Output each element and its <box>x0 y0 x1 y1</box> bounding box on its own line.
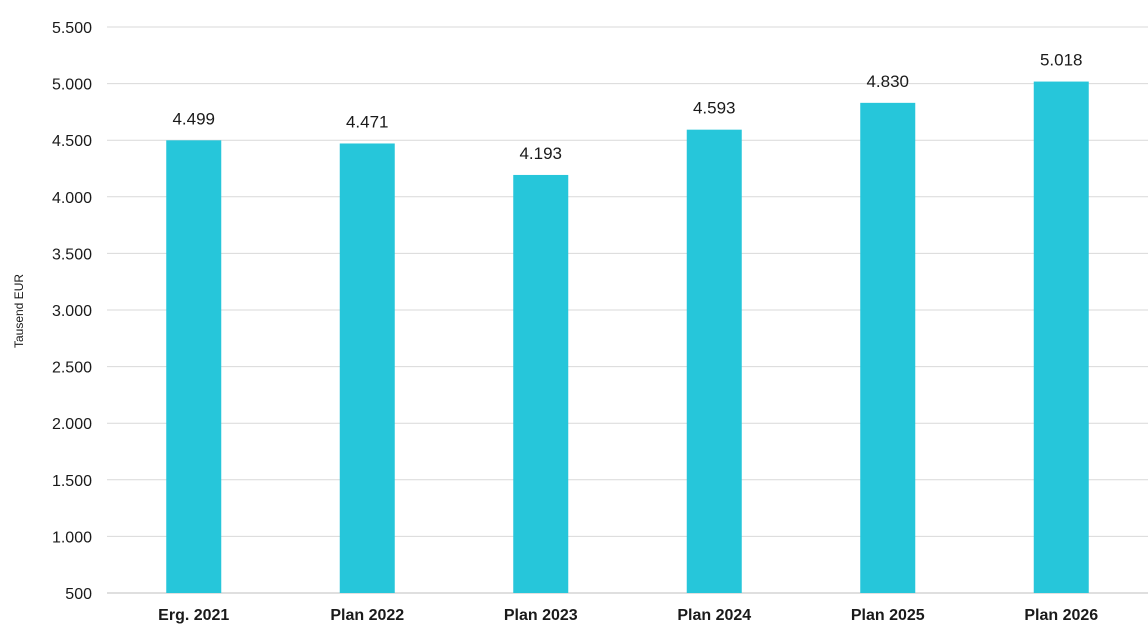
y-tick-label: 3.500 <box>52 246 92 263</box>
y-tick-label: 4.000 <box>52 190 92 207</box>
x-axis-categories: Erg. 2021 Plan 2022 Plan 2023 Plan 2024 Plan… <box>158 607 1098 624</box>
y-tick-label: 500 <box>65 586 92 603</box>
x-category-label: Plan 2026 <box>1024 607 1098 624</box>
bar <box>339 143 395 594</box>
bar-value-label: 4.193 <box>519 144 562 163</box>
y-tick-label: 1.000 <box>52 529 92 546</box>
x-category-label: Plan 2022 <box>330 607 404 624</box>
bars <box>166 81 1089 594</box>
bar-value-label: 4.499 <box>172 109 215 128</box>
y-tick-label: 2.500 <box>52 360 92 377</box>
y-axis-title: Tausend EUR <box>12 274 26 348</box>
bar <box>1033 81 1089 593</box>
y-tick-label: 5.500 <box>52 20 92 37</box>
y-axis-ticks: 500 1.000 1.500 2.000 2.500 3.000 3.500 4.000 4.… <box>52 20 92 603</box>
y-tick-label: 3.000 <box>52 303 92 320</box>
bar-value-label: 4.471 <box>346 112 389 131</box>
x-category-label: Plan 2025 <box>851 607 925 624</box>
gridlines <box>107 26 1148 594</box>
y-tick-label: 4.500 <box>52 133 92 150</box>
y-tick-label: 1.500 <box>52 473 92 490</box>
bar <box>860 102 916 594</box>
bar-value-label: 5.018 <box>1040 51 1083 70</box>
data-labels: 4.499 4.471 4.193 4.593 4.830 5.018 <box>172 51 1082 163</box>
bar-value-label: 4.830 <box>866 72 909 91</box>
y-tick-label: 2.000 <box>52 416 92 433</box>
bar <box>166 140 222 593</box>
x-category-label: Erg. 2021 <box>158 607 229 624</box>
bar-value-label: 4.593 <box>693 99 736 118</box>
x-category-label: Plan 2024 <box>677 607 751 624</box>
bar <box>686 129 742 593</box>
bar <box>513 174 569 593</box>
x-category-label: Plan 2023 <box>504 607 578 624</box>
y-tick-label: 5.000 <box>52 77 92 94</box>
